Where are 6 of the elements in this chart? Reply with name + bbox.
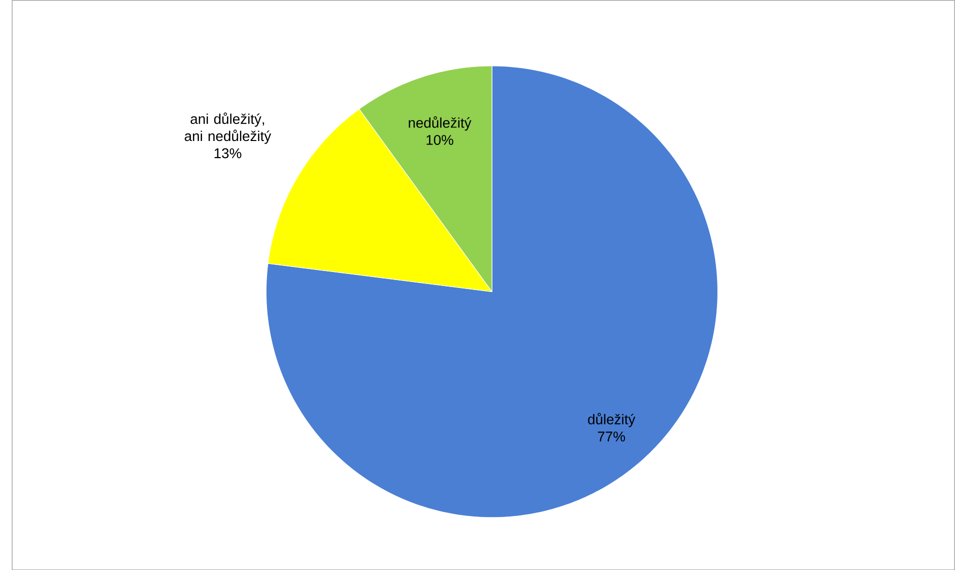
slice-label: ani důležitý, ani nedůležitý xyxy=(184,112,272,144)
data-label: 13% xyxy=(214,148,242,158)
data-label: 77% xyxy=(598,431,626,442)
data-label: 10% xyxy=(426,134,454,145)
slice-label: důležitý xyxy=(588,412,636,428)
slice-label: nedůležitý xyxy=(408,116,472,130)
